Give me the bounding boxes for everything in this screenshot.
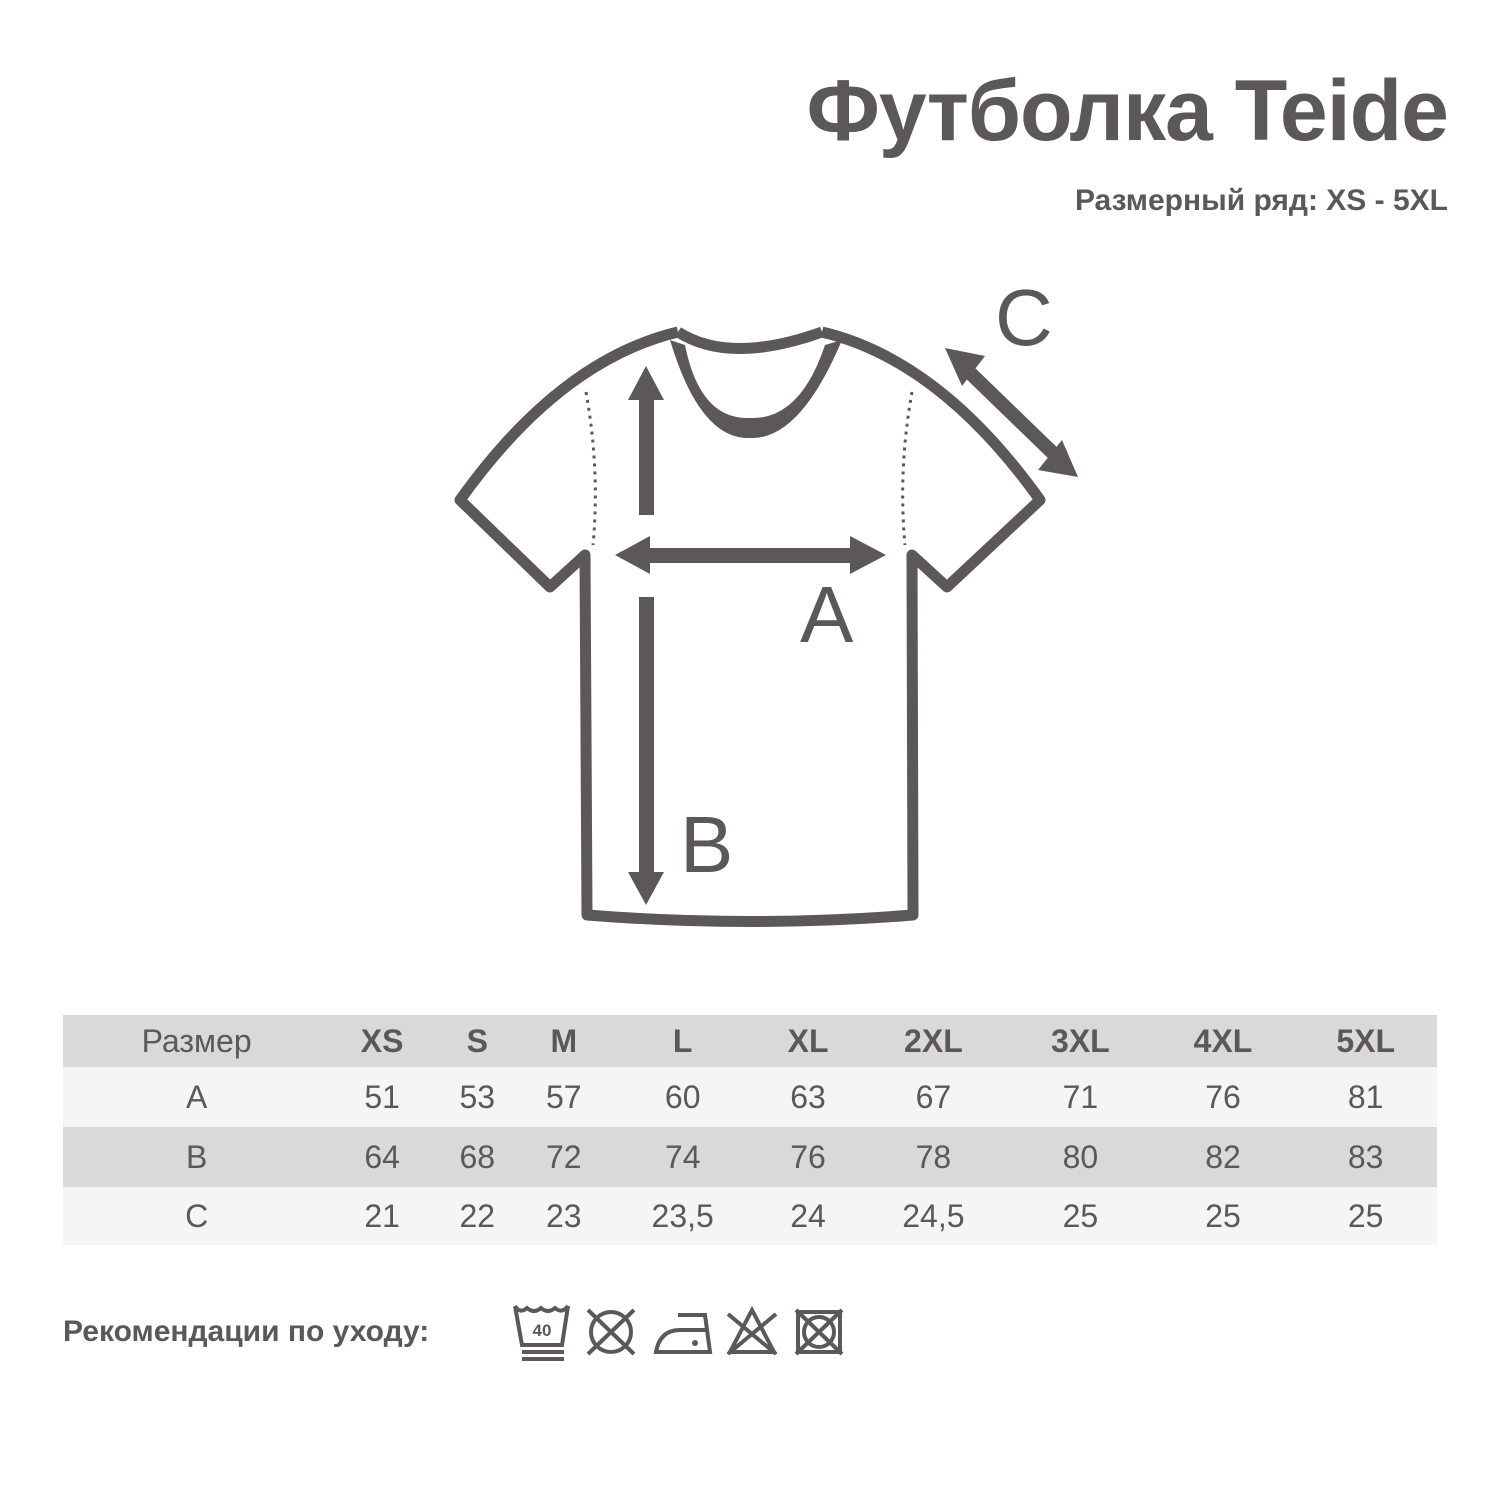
arrow-a-right-head xyxy=(850,536,886,574)
arrow-c-top-head xyxy=(945,348,985,386)
table-cell: 76 xyxy=(1205,1078,1241,1115)
header-cell: 4XL xyxy=(1193,1022,1253,1059)
row-label: B xyxy=(185,1138,208,1175)
header-cell: 5XL xyxy=(1336,1022,1395,1059)
header-cell: 2XL xyxy=(904,1022,963,1059)
table-row: A 51 53 57 60 63 67 71 76 81 xyxy=(63,1067,1437,1127)
table-cell: 22 xyxy=(459,1197,496,1234)
table-cell: 64 xyxy=(364,1138,400,1175)
table-cell: 23 xyxy=(545,1197,582,1234)
care-icons: 40 xyxy=(513,1304,844,1361)
header-cell: M xyxy=(550,1022,578,1059)
no-dry-clean-icon xyxy=(794,1308,844,1356)
shirt-collar xyxy=(670,340,842,439)
table-cell: 80 xyxy=(1062,1138,1099,1175)
table-cell: 25 xyxy=(1347,1197,1384,1234)
care-label: Рекомендации по уходу: xyxy=(63,1315,430,1348)
table-cell: 25 xyxy=(1205,1197,1241,1234)
no-bleach-icon xyxy=(726,1305,778,1356)
table-cell: 63 xyxy=(790,1078,826,1115)
table-cell: 60 xyxy=(664,1078,701,1115)
arrow-b-lower xyxy=(639,597,654,877)
arrow-b-upper xyxy=(639,395,654,515)
row-label: A xyxy=(185,1078,208,1115)
table-cell: 21 xyxy=(364,1197,400,1234)
size-range: Размерный ряд: XS - 5XL xyxy=(1074,184,1448,217)
header-cell: 3XL xyxy=(1051,1022,1110,1059)
table-row: C 21 22 23 23,5 24 24,5 25 25 25 xyxy=(63,1187,1437,1245)
size-table: Размер XS S M L XL 2XL 3XL 4XL 5XL A 51 … xyxy=(63,1015,1437,1245)
table-cell: 82 xyxy=(1205,1138,1241,1175)
table-cell: 24,5 xyxy=(902,1197,965,1234)
table-cell: 57 xyxy=(545,1078,582,1115)
table-cell: 23,5 xyxy=(651,1197,714,1234)
header-cell: Размер xyxy=(141,1022,252,1059)
header-cell: L xyxy=(672,1022,693,1059)
wash-40-gentle-icon xyxy=(513,1304,570,1361)
header-cell: S xyxy=(466,1022,488,1059)
shirt-neck xyxy=(675,326,824,354)
table-cell: 53 xyxy=(459,1078,496,1115)
arrow-b-up-head xyxy=(628,366,664,400)
table-cell: 83 xyxy=(1347,1138,1384,1175)
header-cell: XS xyxy=(360,1022,404,1059)
table-cell: 51 xyxy=(364,1078,400,1115)
table-header: Размер XS S M L XL 2XL 3XL 4XL 5XL xyxy=(63,1015,1437,1067)
header-cell: XL xyxy=(787,1022,829,1059)
arrow-a-line xyxy=(640,548,860,563)
shirt-outline xyxy=(454,326,1046,927)
arrow-a-left-head xyxy=(615,536,650,574)
label-c: C xyxy=(995,273,1053,362)
row-label: C xyxy=(185,1197,209,1234)
arrow-c-line xyxy=(960,362,1063,464)
table-cell: 72 xyxy=(545,1138,582,1175)
table-cell: 74 xyxy=(664,1138,701,1175)
table-cell: 76 xyxy=(790,1138,826,1175)
tshirt-diagram: A B C xyxy=(454,273,1078,927)
iron-low-icon xyxy=(653,1313,713,1354)
arrow-b-down-head xyxy=(628,872,664,905)
seam-left xyxy=(584,391,597,546)
wash-temp: 40 xyxy=(533,1321,552,1340)
table-cell: 71 xyxy=(1062,1078,1099,1115)
table-cell: 24 xyxy=(790,1197,826,1234)
table-cell: 67 xyxy=(915,1078,952,1115)
table-cell: 81 xyxy=(1347,1078,1384,1115)
seam-right xyxy=(901,391,914,546)
table-cell: 78 xyxy=(915,1138,952,1175)
page-title: Футболка Teide xyxy=(806,63,1449,159)
arrow-c-bottom-head xyxy=(1038,440,1078,477)
table-row: B 64 68 72 74 76 78 80 82 83 xyxy=(63,1127,1437,1187)
no-tumble-dry-icon xyxy=(586,1308,636,1356)
label-b: B xyxy=(680,800,733,889)
table-cell: 25 xyxy=(1062,1197,1099,1234)
label-a: A xyxy=(800,570,854,659)
table-cell: 68 xyxy=(459,1138,496,1175)
